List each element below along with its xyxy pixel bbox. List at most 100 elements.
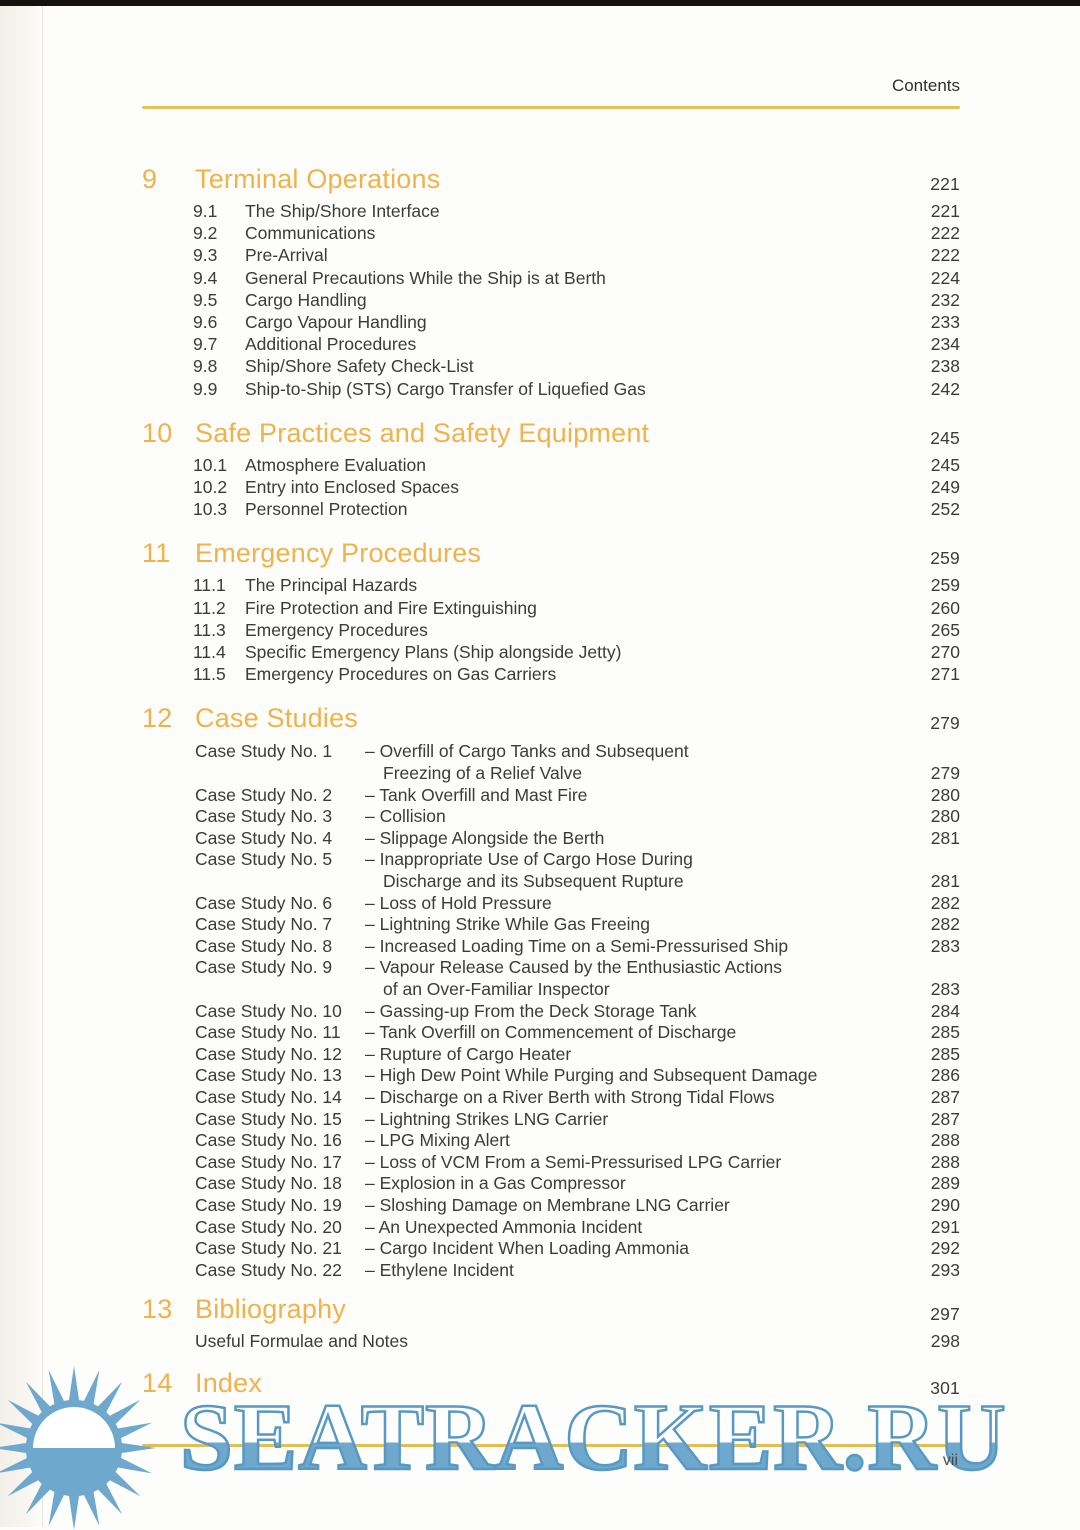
scan-edge-top <box>0 0 1080 6</box>
page-number: vii <box>942 1452 958 1469</box>
item-label: Personnel Protection <box>245 499 408 520</box>
case-study-title-continued: Discharge and its Subsequent Rupture <box>383 871 684 892</box>
toc-section-9: 9 Terminal Operations 221 9.1 The Ship/Sh… <box>142 163 960 400</box>
case-study-label: Case Study No. 2 <box>195 784 333 805</box>
case-study-title: – Gassing-up From the Deck Storage Tank <box>365 1000 697 1021</box>
section-title: Terminal Operations <box>195 164 441 194</box>
item-page-number: 259 <box>930 575 960 596</box>
case-study-item: Case Study No. 6 – Loss of Hold Pressure 2… <box>195 893 960 915</box>
item-number: 11.5 <box>193 664 226 685</box>
case-study-title: – Cargo Incident When Loading Ammonia <box>365 1238 689 1259</box>
section-page-number: 221 <box>930 174 960 194</box>
section-heading: 11 Emergency Procedures 259 <box>142 537 960 570</box>
item-label: Additional Procedures <box>245 334 417 355</box>
case-study-page-number: 281 <box>930 827 960 848</box>
case-study-title: – Sloshing Damage on Membrane LNG Carrie… <box>365 1194 730 1215</box>
case-study-label: Case Study No. 18 <box>195 1173 342 1194</box>
section-number: 11 <box>142 538 171 569</box>
item-page-number: 224 <box>930 267 960 288</box>
item-page-number: 232 <box>930 289 960 310</box>
case-study-label: Case Study No. 4 <box>195 827 333 848</box>
case-study-label: Case Study No. 1 <box>195 741 333 762</box>
section-title: Bibliography <box>195 1294 346 1325</box>
item-number: 9.7 <box>193 334 218 355</box>
item-label: The Principal Hazards <box>245 575 418 596</box>
case-study-item: Case Study No. 14 – Discharge on a River … <box>195 1087 960 1109</box>
case-study-title: – Overfill of Cargo Tanks and Subsequent <box>365 741 689 762</box>
case-study-item: Case Study No. 18 – Explosion in a Gas Co… <box>195 1173 960 1195</box>
case-study-item: Case Study No. 12 – Rupture of Cargo Heat… <box>195 1044 960 1066</box>
section-title: Safe Practices and Safety Equipment <box>195 417 650 448</box>
case-study-item: Case Study No. 16 – LPG Mixing Alert 288 <box>195 1130 960 1152</box>
case-study-title: – Vapour Release Caused by the Enthusias… <box>365 957 783 978</box>
case-study-item: Case Study No. 8 – Increased Loading Time… <box>195 936 960 958</box>
section-title: Emergency Procedures <box>195 538 482 569</box>
case-study-page-number: 283 <box>930 935 960 956</box>
toc-item: 9.9 Ship-to-Ship (STS) Cargo Transfer of … <box>193 378 960 400</box>
case-study-item: Case Study No. 4 – Slippage Alongside the… <box>195 828 960 850</box>
case-study-label: Case Study No. 17 <box>195 1151 342 1172</box>
toc-section-11: 11 Emergency Procedures 259 11.1 The Prin… <box>142 537 960 685</box>
case-study-label: Case Study No. 9 <box>195 957 333 978</box>
case-study-label: Case Study No. 8 <box>195 935 333 956</box>
case-study-page-number: 286 <box>930 1065 960 1086</box>
case-study-page-number: 280 <box>930 784 960 805</box>
item-label: Cargo Handling <box>245 289 367 310</box>
item-page-number: 249 <box>930 477 960 498</box>
case-study-item: Case Study No. 22 – Ethylene Incident 293 <box>195 1260 960 1282</box>
item-page-number: 252 <box>930 499 960 520</box>
item-number: 9.2 <box>193 223 218 244</box>
toc-section-10: 10 Safe Practices and Safety Equipment 2… <box>142 417 960 521</box>
item-page-number: 270 <box>930 642 960 663</box>
item-page-number: 242 <box>930 378 960 399</box>
case-study-title: – High Dew Point While Purging and Subse… <box>365 1065 818 1086</box>
section-page-number: 259 <box>930 548 960 569</box>
section-heading: 12 Case Studies 279 <box>142 702 960 735</box>
case-study-item: Case Study No. 1 – Overfill of Cargo Tank… <box>195 741 960 784</box>
case-study-title: – Ethylene Incident <box>365 1259 514 1280</box>
case-study-title: – An Unexpected Ammonia Incident <box>365 1216 643 1237</box>
sun-logo-icon <box>0 1366 156 1530</box>
case-study-item: Case Study No. 3 – Collision 280 <box>195 806 960 828</box>
item-label: The Ship/Shore Interface <box>245 201 440 221</box>
section-heading: 10 Safe Practices and Safety Equipment 2… <box>142 417 960 450</box>
toc-item: 11.4 Specific Emergency Plans (Ship along… <box>193 641 960 663</box>
toc-item: 9.8 Ship/Shore Safety Check-List 238 <box>193 355 960 377</box>
item-page-number: 245 <box>930 454 960 475</box>
case-study-item: Case Study No. 10 – Gassing-up From the D… <box>195 1001 960 1023</box>
header-rule <box>142 106 960 109</box>
section-title: Case Studies <box>195 703 358 734</box>
case-study-title: – Slippage Alongside the Berth <box>365 827 605 848</box>
item-label: Pre-Arrival <box>245 245 328 266</box>
case-study-title: – Collision <box>365 806 446 827</box>
item-label: Entry into Enclosed Spaces <box>245 477 460 498</box>
case-study-title: – LPG Mixing Alert <box>365 1130 510 1151</box>
case-study-page-number: 287 <box>930 1108 960 1129</box>
toc-section-13: 13 Bibliography 297 Useful Formulae and … <box>142 1293 960 1352</box>
case-study-page-number: 281 <box>930 871 960 892</box>
watermark-text: SEATRACKER.RU <box>180 1383 1007 1490</box>
item-label: General Precautions While the Ship is at… <box>245 267 606 288</box>
case-study-label: Case Study No. 15 <box>195 1108 342 1129</box>
item-number: 10.3 <box>193 499 228 520</box>
case-study-item: Case Study No. 17 – Loss of VCM From a Se… <box>195 1152 960 1174</box>
case-study-list: Case Study No. 1 – Overfill of Cargo Tank… <box>142 741 960 1281</box>
case-study-item: Case Study No. 5 – Inappropriate Use of C… <box>195 849 960 892</box>
toc-section-12: 12 Case Studies 279 Case Study No. 1 – Ov… <box>142 702 960 1281</box>
item-number: 11.2 <box>193 597 226 618</box>
item-page-number: 260 <box>930 597 960 618</box>
toc-item: 10.3 Personnel Protection 252 <box>193 498 960 520</box>
toc-item: 9.4 General Precautions While the Ship is… <box>193 267 960 289</box>
section-title: Index <box>195 1367 263 1398</box>
item-number: 11.1 <box>193 575 226 596</box>
case-study-title: – Loss of VCM From a Semi-Pressurised LP… <box>365 1151 782 1172</box>
item-page-number: 271 <box>930 664 960 685</box>
section-heading: 9 Terminal Operations 221 <box>142 163 960 196</box>
case-study-label: Case Study No. 22 <box>195 1259 342 1280</box>
case-study-page-number: 290 <box>930 1194 960 1215</box>
case-study-page-number: 288 <box>930 1151 960 1172</box>
case-study-label: Case Study No. 10 <box>195 1000 342 1021</box>
watermark-text-reflection: SEATRACKER.RU <box>180 1384 1007 1492</box>
case-study-page-number: 287 <box>930 1086 960 1107</box>
item-page-number: 221 <box>930 201 960 221</box>
